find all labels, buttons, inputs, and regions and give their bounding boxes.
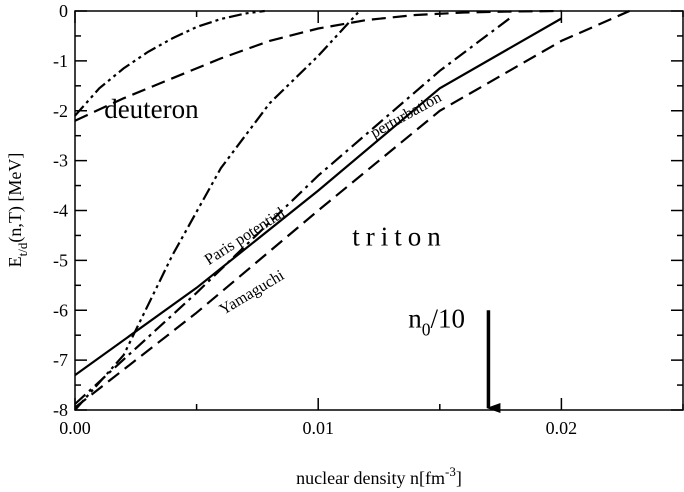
x-axis-label: nuclear density n[fm-3] — [296, 464, 462, 488]
y-tick-label: -1 — [53, 51, 68, 71]
annotation-label: deuteron — [104, 94, 199, 124]
data-series — [74, 9, 630, 411]
y-tick-label: -4 — [53, 201, 68, 221]
x-tick-label: 0.02 — [546, 418, 578, 438]
x-tick-label: 0.01 — [302, 418, 334, 438]
series-line-triton-dashdotdot — [74, 10, 361, 411]
y-tick-label: -3 — [53, 151, 68, 171]
series-line-triton-dashdot — [74, 15, 514, 405]
y-axis-label: Et/d(n,T) [MeV] — [5, 153, 30, 268]
annotation-label: triton — [352, 221, 447, 251]
series-line-deuteron-dashed — [74, 9, 562, 122]
x-axis-ticks: 0.00 0.01 0.02 — [59, 11, 684, 438]
annotation-label: Paris potential — [202, 204, 289, 269]
y-tick-label: -5 — [53, 250, 68, 270]
series-line-triton-dashed — [74, 9, 630, 409]
y-tick-label: -6 — [53, 300, 68, 320]
y-tick-label: -2 — [53, 101, 68, 121]
series-line-triton-solid — [74, 17, 562, 376]
y-tick-label: -8 — [53, 400, 68, 420]
x-tick-label: 0.00 — [59, 418, 91, 438]
y-axis-ticks: 0 -1 -2 -3 -4 -5 -6 -7 -8 — [53, 1, 683, 420]
annotation-label: n0/10 — [408, 304, 465, 340]
y-tick-label: 0 — [59, 1, 68, 21]
series-line-deuteron-dashdotdot — [74, 9, 265, 117]
annotation-label: Yamaguchi — [217, 267, 288, 319]
plot-frame — [74, 10, 684, 411]
y-tick-label: -7 — [53, 350, 68, 370]
